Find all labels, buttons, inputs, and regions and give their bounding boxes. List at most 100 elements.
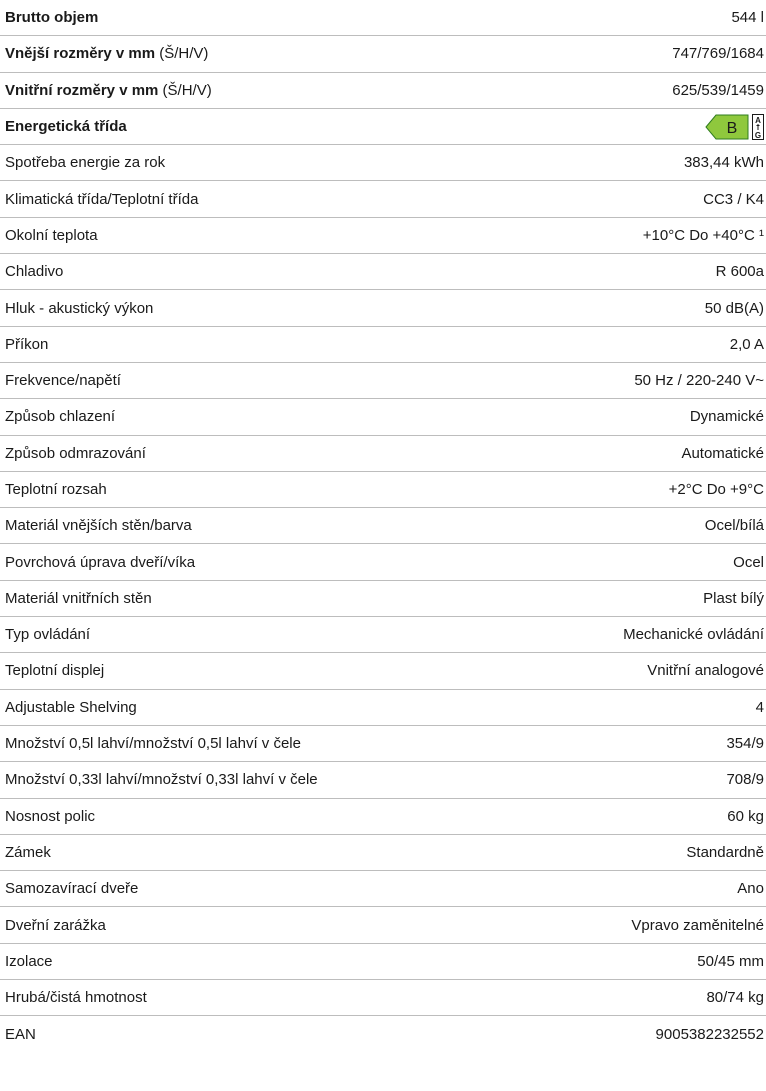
spec-label-text: Vnější rozměry v mm <box>5 45 156 63</box>
spec-label-text: Způsob chlazení <box>5 408 116 426</box>
spec-row: Izolace 50/45 mm <box>0 944 766 981</box>
spec-label: Typ ovládání <box>5 626 90 643</box>
spec-label: EAN <box>5 1026 36 1043</box>
spec-label-text: Materiál vnitřních stěn <box>5 589 152 607</box>
spec-row: Brutto objem 544 l <box>0 0 766 37</box>
spec-label: Způsob odmrazování <box>5 445 146 462</box>
energy-scale-bottom: G <box>755 131 761 140</box>
spec-row: Příkon 2,0 A <box>0 327 766 363</box>
spec-value: CC3 / K4 <box>703 190 764 208</box>
spec-label: Vnitřní rozměry v mm (Š/H/V) <box>5 82 212 99</box>
spec-label: Energetická třída <box>5 118 127 135</box>
energy-arrow-icon: B <box>705 114 749 140</box>
spec-label: Brutto objem <box>5 9 98 26</box>
spec-row: Chladivo R 600a <box>0 254 766 291</box>
spec-label: Materiál vnějších stěn/barva <box>5 517 192 534</box>
spec-label-text: Okolní teplota <box>5 226 98 244</box>
spec-value: 80/74 kg <box>706 989 764 1007</box>
spec-label-text: Zámek <box>5 843 51 861</box>
spec-label-text: Povrchová úprava dveří/víka <box>5 553 196 571</box>
spec-value: 50 Hz / 220-240 V~ <box>634 372 764 390</box>
spec-label-text: Materiál vnějších stěn/barva <box>5 517 192 535</box>
spec-value: Ano <box>737 880 764 898</box>
spec-label-text: Energetická třída <box>5 118 127 136</box>
spec-row: Způsob chlazení Dynamické <box>0 399 766 436</box>
spec-label: Klimatická třída/Teplotní třída <box>5 191 198 208</box>
spec-label-text: Množství 0,33l lahví/množství 0,33l lahv… <box>5 771 318 789</box>
spec-row: Frekvence/napětí 50 Hz / 220-240 V~ <box>0 363 766 400</box>
spec-value: Vpravo zaměnitelné <box>631 916 764 934</box>
spec-row: Typ ovládání Mechanické ovládání <box>0 617 766 654</box>
spec-row: Klimatická třída/Teplotní třída CC3 / K4 <box>0 181 766 218</box>
energy-scale-icon: AG <box>752 113 764 140</box>
spec-row: Množství 0,33l lahví/množství 0,33l lahv… <box>0 762 766 799</box>
spec-label: Příkon <box>5 336 48 353</box>
spec-label: Množství 0,33l lahví/množství 0,33l lahv… <box>5 771 318 788</box>
spec-label-text: Typ ovládání <box>5 626 91 644</box>
spec-value: 747/769/1684 <box>672 45 764 63</box>
spec-label: Frekvence/napětí <box>5 372 121 389</box>
spec-label-unit: (Š/H/V) <box>158 81 212 99</box>
spec-value: 50/45 mm <box>697 952 764 970</box>
spec-label-text: Chladivo <box>5 263 64 281</box>
spec-label-text: Příkon <box>5 335 49 353</box>
spec-label-text: Způsob odmrazování <box>5 444 146 462</box>
spec-value: Ocel <box>733 553 764 571</box>
spec-label-text: Samozavírací dveře <box>5 880 139 898</box>
spec-row: Adjustable Shelving 4 <box>0 690 766 726</box>
energy-scale-top: A <box>755 116 761 125</box>
spec-value: Ocel/bílá <box>704 517 764 535</box>
spec-value: 708/9 <box>726 771 764 789</box>
spec-value: R 600a <box>715 263 764 281</box>
spec-label: Zámek <box>5 844 51 861</box>
spec-value: +10°C Do +40°C ¹ <box>642 226 764 244</box>
spec-value: +2°C Do +9°C <box>668 481 764 498</box>
spec-label: Samozavírací dveře <box>5 880 138 897</box>
spec-row: Vnější rozměry v mm (Š/H/V) 747/769/1684 <box>0 36 766 73</box>
spec-label-text: Dveřní zarážka <box>5 916 106 934</box>
spec-label-text: Brutto objem <box>5 9 99 27</box>
spec-value: 625/539/1459 <box>672 81 764 99</box>
spec-label: Teplotní displej <box>5 662 104 679</box>
spec-label: Chladivo <box>5 263 63 280</box>
spec-row: Vnitřní rozměry v mm (Š/H/V) 625/539/1459 <box>0 73 766 109</box>
spec-value: Mechanické ovládání <box>623 626 764 644</box>
spec-label-text: Spotřeba energie za rok <box>5 154 166 172</box>
spec-label: Vnější rozměry v mm (Š/H/V) <box>5 45 208 62</box>
spec-label: Hrubá/čistá hmotnost <box>5 989 147 1006</box>
spec-label-text: Hluk - akustický výkon <box>5 299 154 317</box>
spec-row: Energetická třída B A G <box>0 109 766 146</box>
spec-label: Nosnost polic <box>5 808 95 825</box>
spec-row: Spotřeba energie za rok 383,44 kWh <box>0 145 766 182</box>
spec-row: Materiál vnějších stěn/barva Ocel/bílá <box>0 508 766 545</box>
spec-row: Okolní teplota +10°C Do +40°C ¹ <box>0 218 766 255</box>
spec-label-text: Frekvence/napětí <box>5 372 121 390</box>
spec-row: Teplotní displej Vnitřní analogové <box>0 653 766 690</box>
spec-label-text: Teplotní rozsah <box>5 481 107 498</box>
spec-value: 2,0 A <box>729 335 764 353</box>
spec-row: Způsob odmrazování Automatické <box>0 436 766 472</box>
spec-label: Množství 0,5l lahví/množství 0,5l lahví … <box>5 735 301 752</box>
spec-row: Povrchová úprava dveří/víka Ocel <box>0 544 766 581</box>
spec-value: 4 <box>755 698 764 716</box>
spec-value: Automatické <box>681 444 764 462</box>
spec-label: Okolní teplota <box>5 227 98 244</box>
spec-value: Vnitřní analogové <box>647 662 764 680</box>
spec-row: Samozavírací dveře Ano <box>0 871 766 908</box>
spec-label-text: EAN <box>5 1025 36 1043</box>
spec-value: Standardně <box>686 843 764 861</box>
spec-label: Teplotní rozsah <box>5 481 107 498</box>
spec-label-text: Nosnost polic <box>5 807 96 825</box>
spec-label: Spotřeba energie za rok <box>5 154 165 171</box>
spec-value: Plast bílý <box>703 589 764 607</box>
spec-row: EAN 9005382232552 <box>0 1016 766 1052</box>
spec-row: Hluk - akustický výkon 50 dB(A) <box>0 290 766 327</box>
spec-label: Způsob chlazení <box>5 408 115 425</box>
spec-label-text: Adjustable Shelving <box>5 698 137 716</box>
spec-label-unit: (Š/H/V) <box>155 45 209 63</box>
spec-label-text: Izolace <box>5 952 53 970</box>
spec-row: Hrubá/čistá hmotnost 80/74 kg <box>0 980 766 1017</box>
spec-row: Materiál vnitřních stěn Plast bílý <box>0 581 766 618</box>
spec-label-text: Vnitřní rozměry v mm <box>5 81 159 99</box>
